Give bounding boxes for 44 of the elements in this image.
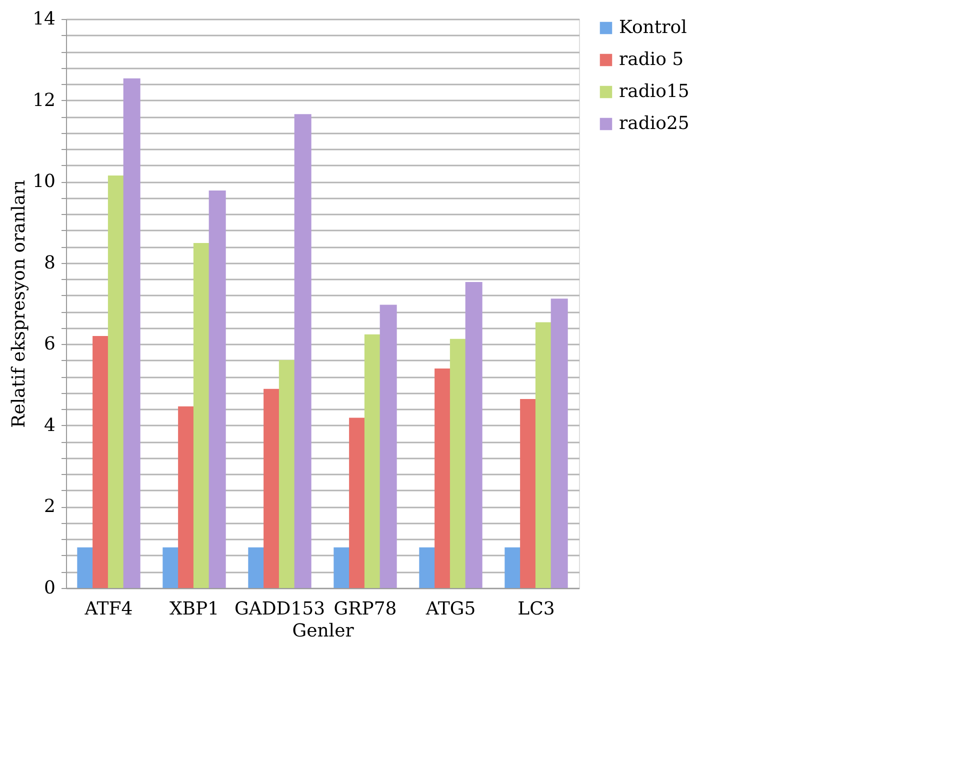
bar bbox=[193, 242, 210, 588]
legend-label: radio15 bbox=[619, 81, 690, 102]
bar bbox=[535, 322, 552, 588]
y-tick-label: 8 bbox=[44, 252, 56, 274]
bar bbox=[520, 399, 538, 588]
bar bbox=[550, 298, 568, 588]
bar bbox=[380, 304, 397, 588]
x-tick-label: ATF4 bbox=[84, 598, 133, 620]
bar bbox=[248, 547, 266, 588]
bar bbox=[364, 334, 382, 588]
y-tick-label: 2 bbox=[44, 496, 56, 518]
x-tick-label: GADD153 bbox=[234, 598, 326, 620]
y-tick-label: 14 bbox=[32, 8, 56, 30]
y-axis-title: Relatif ekspresyon oranları bbox=[8, 180, 30, 428]
y-tick-label: 12 bbox=[32, 90, 56, 111]
bar bbox=[264, 388, 281, 588]
bar bbox=[108, 175, 125, 588]
x-tick-label: GRP78 bbox=[334, 598, 397, 620]
bar bbox=[278, 360, 296, 588]
bar bbox=[450, 338, 467, 588]
x-axis-title: Genler bbox=[292, 620, 354, 642]
bar bbox=[178, 406, 196, 588]
x-tick-label: ATG5 bbox=[424, 598, 476, 620]
bar bbox=[162, 547, 180, 588]
bar bbox=[434, 368, 452, 588]
y-tick-label: 6 bbox=[44, 334, 56, 355]
bar bbox=[419, 547, 436, 588]
bar bbox=[123, 78, 140, 588]
bar bbox=[465, 282, 482, 588]
bar bbox=[77, 547, 94, 588]
bar bbox=[92, 336, 110, 588]
bar bbox=[349, 418, 366, 588]
x-tick-label: LC3 bbox=[518, 598, 555, 620]
bar bbox=[294, 114, 312, 588]
legend-label: radio 5 bbox=[619, 49, 684, 70]
x-tick-label: XBP1 bbox=[169, 598, 220, 620]
bar bbox=[334, 547, 351, 588]
y-tick-label: 10 bbox=[32, 171, 56, 192]
bar bbox=[208, 190, 226, 588]
y-tick-label: 0 bbox=[44, 578, 56, 598]
bar bbox=[504, 547, 522, 588]
legend-label: radio25 bbox=[619, 113, 690, 134]
y-tick-label: 4 bbox=[44, 414, 56, 436]
legend-label: Kontrol bbox=[619, 17, 688, 38]
